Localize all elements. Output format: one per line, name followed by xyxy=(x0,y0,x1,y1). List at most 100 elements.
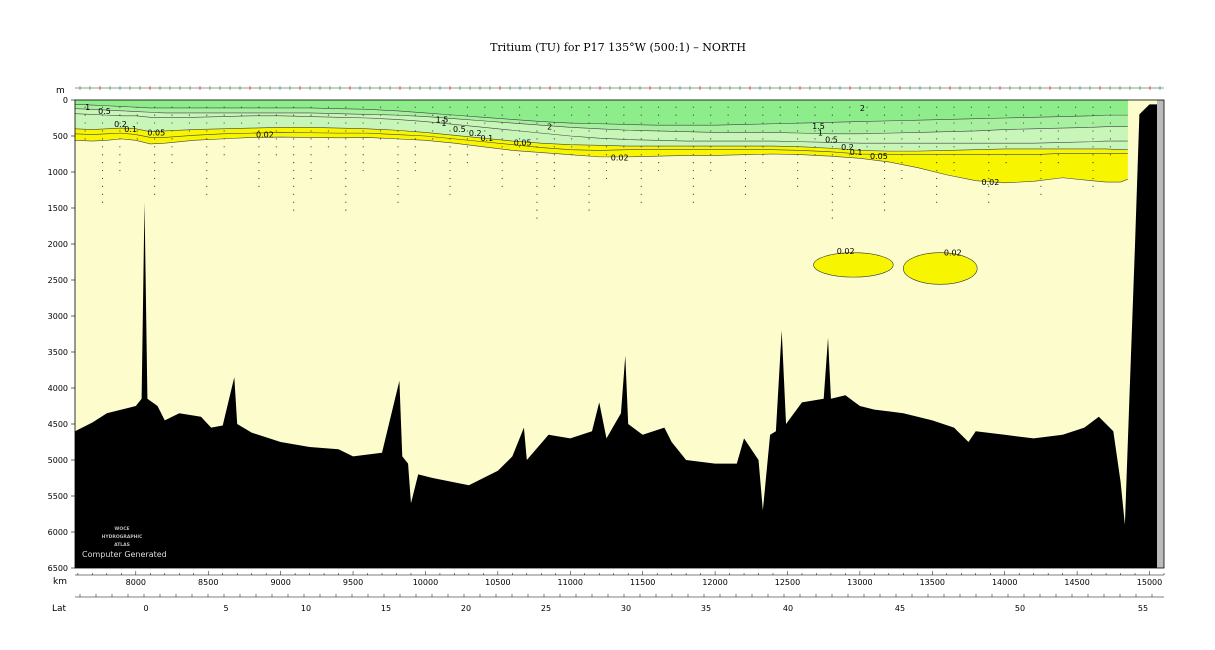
sample-point xyxy=(501,106,503,108)
sample-point xyxy=(901,122,903,124)
sample-point xyxy=(397,185,399,187)
sample-point xyxy=(1022,114,1025,116)
sample-point xyxy=(605,122,608,124)
sample-point xyxy=(692,146,694,148)
y-axis-ticks: 0 500 1000 1500 2000 2500 3000 3500 4000 4500 5000… xyxy=(48,96,75,573)
sample-point xyxy=(345,209,347,211)
sample-point xyxy=(814,106,816,108)
sample-point xyxy=(588,114,590,116)
sample-point xyxy=(831,209,833,211)
contour-line-d15 xyxy=(75,104,1128,126)
sample-point xyxy=(797,122,799,124)
sample-point xyxy=(1109,154,1112,156)
sample-point xyxy=(101,177,104,180)
x-tick-label: 14000 xyxy=(992,578,1017,587)
contour-label: 0.5 xyxy=(98,107,111,116)
sample-point xyxy=(240,114,243,116)
sample-point xyxy=(1109,122,1112,124)
x-tick-label: 12000 xyxy=(702,578,727,587)
sample-point xyxy=(744,130,747,132)
sample-point xyxy=(953,130,955,132)
sample-point xyxy=(762,130,764,132)
sample-point xyxy=(1075,114,1077,116)
sample-point xyxy=(623,130,625,132)
sample-point xyxy=(1092,185,1094,187)
sample-point xyxy=(518,138,521,140)
sample-point xyxy=(518,122,521,124)
sample-point xyxy=(1075,122,1077,124)
sample-point xyxy=(449,106,451,108)
sample-point xyxy=(710,146,712,148)
sample-point xyxy=(501,146,503,148)
sample-point xyxy=(883,201,886,203)
sample-point xyxy=(710,138,712,140)
sample-point xyxy=(640,138,642,140)
sample-point xyxy=(883,154,886,156)
sample-point xyxy=(727,122,729,124)
x-tick-label: 12500 xyxy=(775,578,800,587)
sample-point xyxy=(849,130,851,132)
sample-point xyxy=(136,106,138,108)
sample-point xyxy=(553,106,555,108)
sample-point xyxy=(953,162,955,164)
sample-point xyxy=(692,130,694,132)
sample-point xyxy=(710,162,712,164)
sample-point xyxy=(675,114,677,116)
y-tick-label: 0 xyxy=(63,96,68,105)
sample-point xyxy=(936,193,938,195)
sample-point xyxy=(936,162,938,164)
sample-point xyxy=(397,177,399,180)
contour-label: 0.02 xyxy=(837,247,855,256)
sample-point xyxy=(1092,162,1094,164)
sample-point xyxy=(293,162,295,164)
sample-point xyxy=(345,177,347,180)
sample-point xyxy=(223,106,225,108)
sample-point xyxy=(831,185,833,187)
sample-point xyxy=(762,146,764,148)
sample-point xyxy=(571,130,573,132)
sample-point xyxy=(1005,162,1007,164)
sample-point xyxy=(240,106,243,108)
sample-point xyxy=(101,106,104,108)
sample-point xyxy=(293,146,295,148)
x-tick-label: 15000 xyxy=(1137,578,1162,587)
land-mask xyxy=(1157,100,1164,568)
sample-point xyxy=(223,138,225,140)
contour-label: 1 xyxy=(85,103,90,112)
y-tick-label: 3500 xyxy=(48,348,68,357)
sample-point xyxy=(831,162,833,164)
x-axis-label: km xyxy=(53,577,67,587)
sample-point xyxy=(466,106,469,108)
sample-point xyxy=(553,114,555,116)
sample-point xyxy=(484,114,486,116)
sample-point xyxy=(605,154,608,156)
band-above-15 xyxy=(75,100,1128,126)
lat-tick-label: 0 xyxy=(143,604,148,613)
sample-point xyxy=(623,138,625,140)
sample-point xyxy=(901,138,903,140)
sample-point xyxy=(588,130,590,132)
sample-point xyxy=(310,114,312,116)
sample-point xyxy=(293,138,295,140)
sample-point xyxy=(327,146,330,148)
sample-point xyxy=(171,106,173,108)
sample-point xyxy=(831,146,833,148)
contour-label: 0.05 xyxy=(514,138,532,147)
sample-point xyxy=(640,114,642,116)
sample-point xyxy=(466,138,469,140)
sample-point xyxy=(727,130,729,132)
lat-tick-label: 50 xyxy=(1015,604,1025,613)
sample-point xyxy=(362,146,364,148)
sample-point xyxy=(1092,106,1094,108)
sample-point xyxy=(883,114,886,116)
sample-point xyxy=(640,193,642,195)
sample-point xyxy=(779,106,781,108)
sample-point xyxy=(970,114,972,116)
y-tick-label: 5000 xyxy=(48,456,68,465)
sample-point xyxy=(154,122,156,124)
x-tick-label: 9000 xyxy=(270,578,290,587)
sample-point xyxy=(397,122,399,124)
y-tick-label: 2000 xyxy=(48,240,68,249)
sample-point xyxy=(223,146,225,148)
sample-point xyxy=(640,130,642,132)
